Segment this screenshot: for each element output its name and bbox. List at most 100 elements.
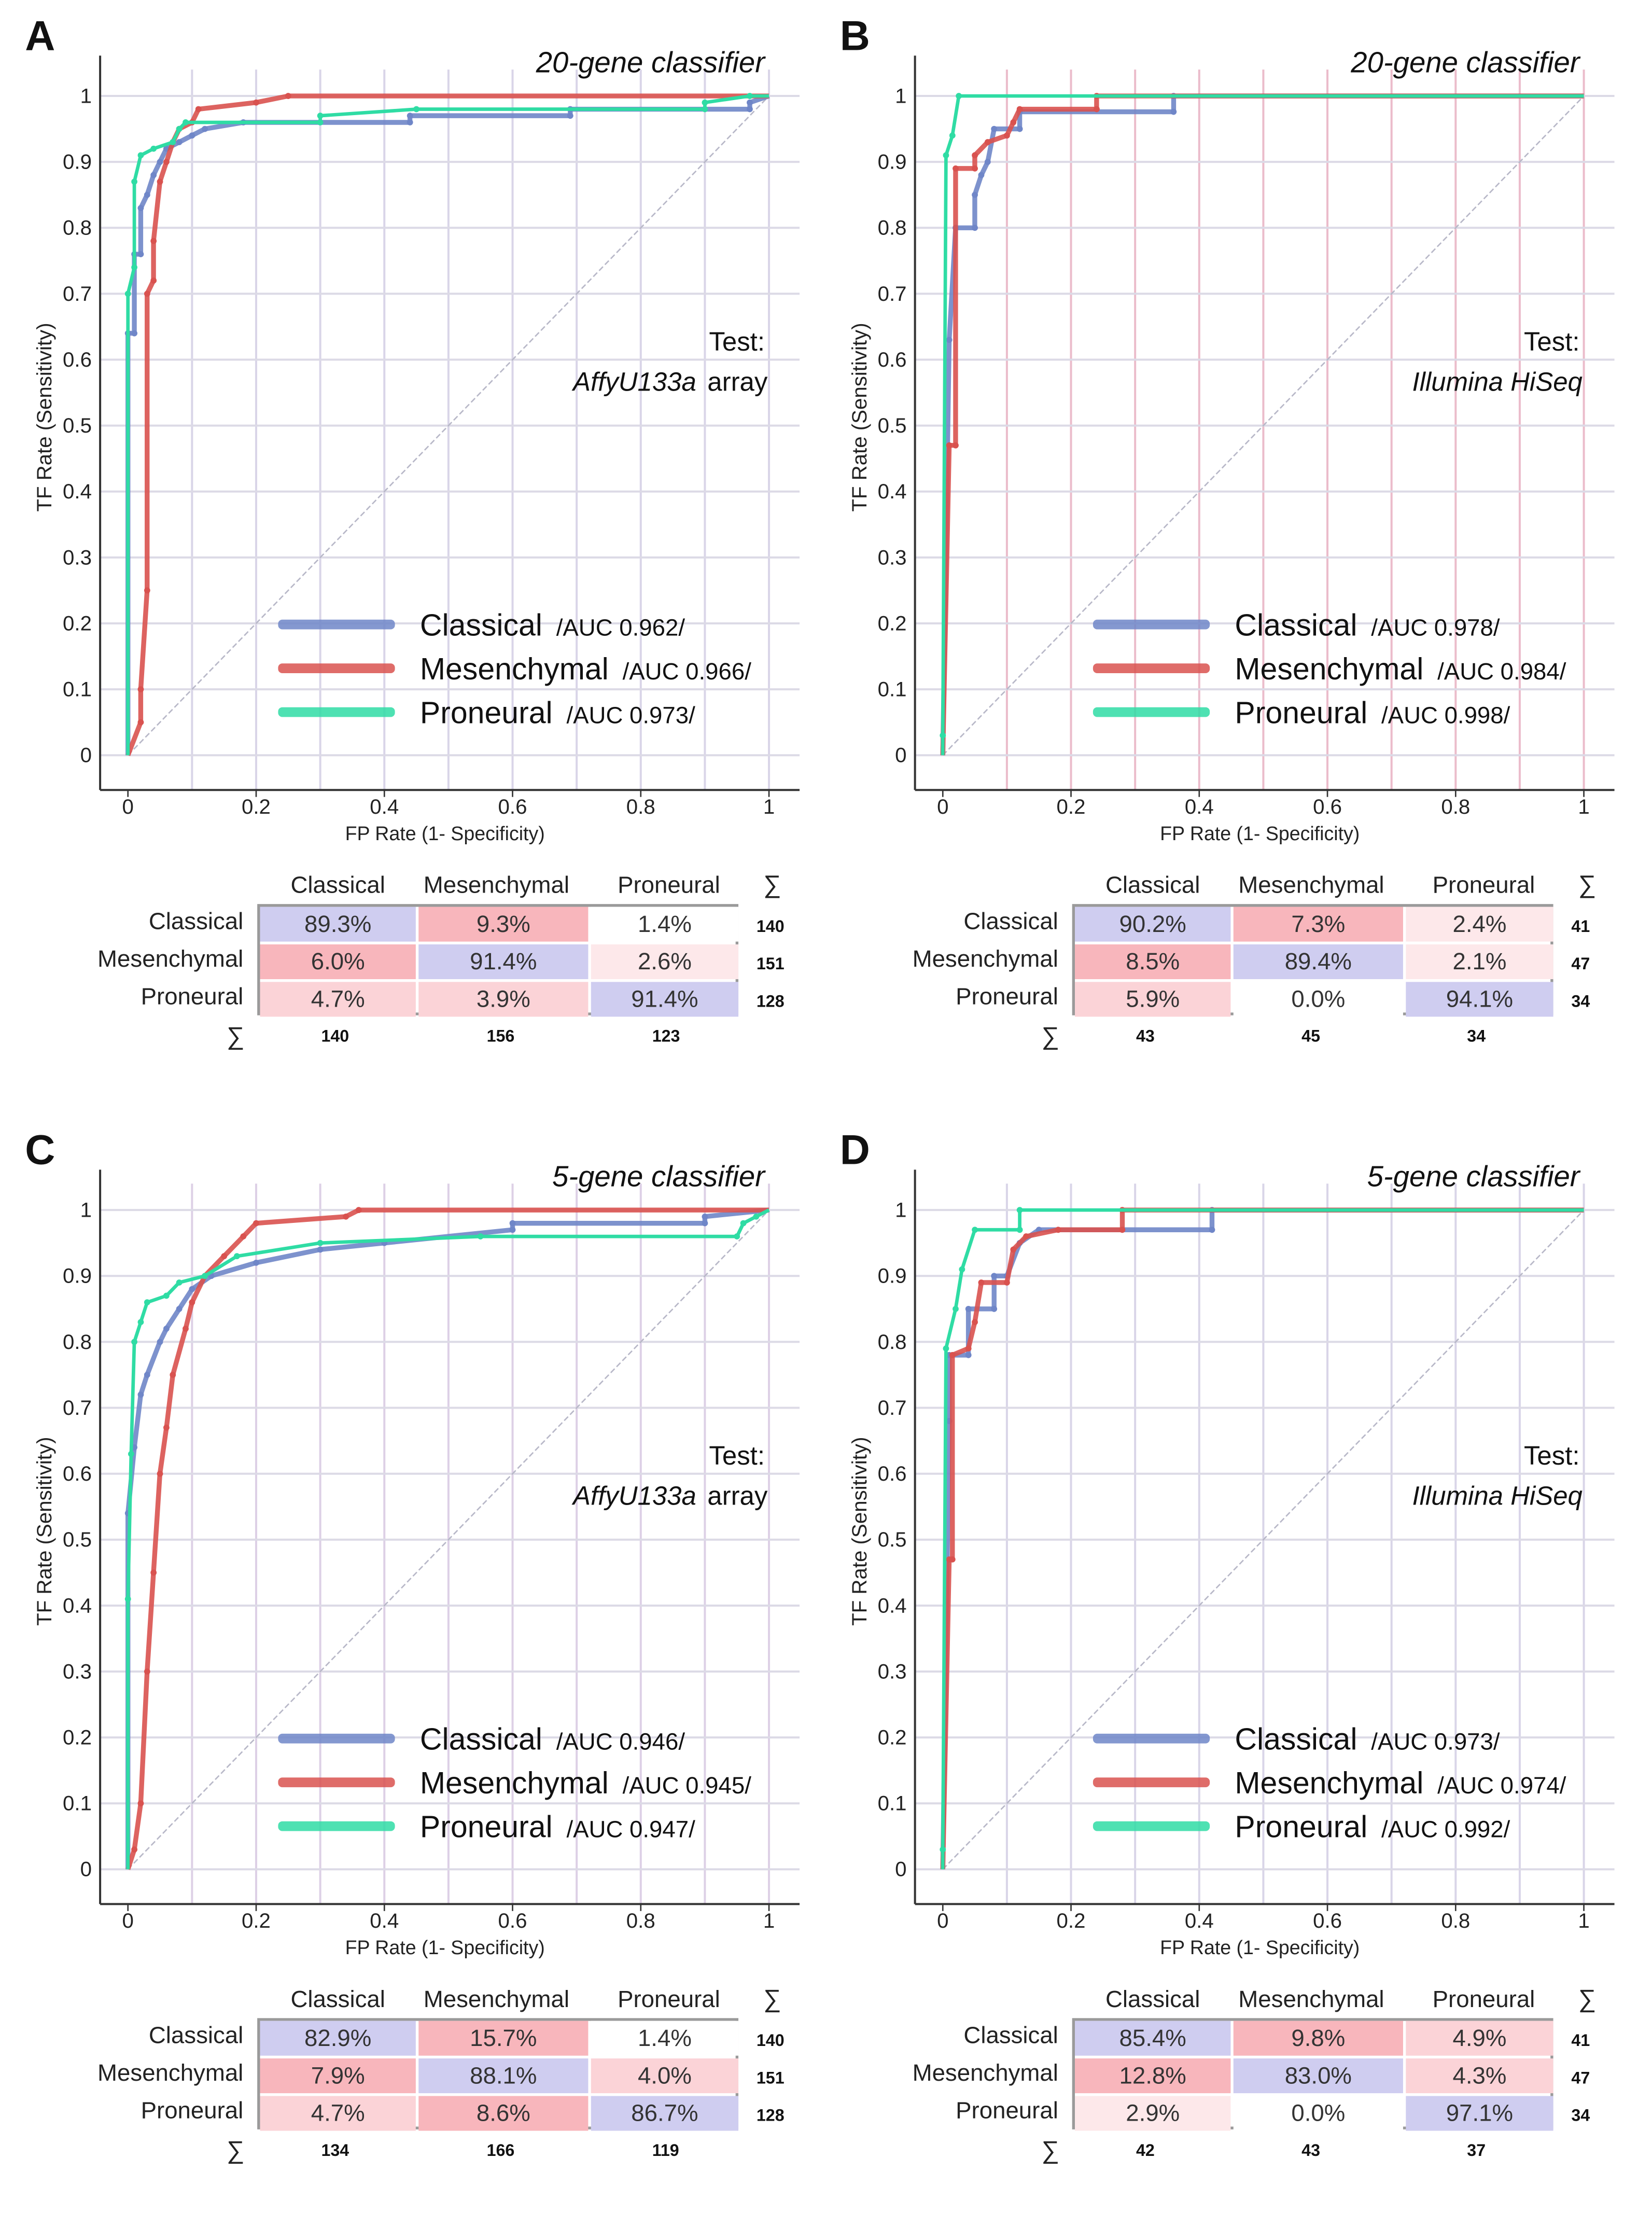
x-tick-label: 0.2 — [242, 1909, 271, 1932]
y-tick-label: 0.9 — [63, 1264, 92, 1288]
x-axis-title: FP Rate (1- Specificity) — [345, 1937, 545, 1958]
y-tick-label: 0.4 — [63, 480, 92, 503]
chance-diagonal — [127, 1209, 769, 1870]
sum-symbol: ∑ — [763, 1984, 781, 2013]
x-tick-label: 0.6 — [498, 795, 527, 818]
table-row-label: Mesenchymal — [97, 2059, 244, 2086]
legend-entry-mesenchymal: Mesenchymal/AUC 0.984/ — [1235, 652, 1566, 686]
y-tick-label: 0.7 — [878, 1396, 907, 1419]
classifier-title: 20-gene classifier — [536, 46, 766, 78]
roc-point-mesenchymal — [144, 290, 150, 297]
roc-curve-mesenchymal — [125, 93, 769, 756]
confusion-cell: 85.4% — [1075, 2021, 1231, 2056]
legend-entry-mesenchymal: Mesenchymal/AUC 0.966/ — [420, 652, 751, 686]
test-label: Test: — [1524, 1441, 1580, 1470]
legend-name: Mesenchymal — [420, 1766, 609, 1800]
legend-name: Mesenchymal — [420, 652, 609, 686]
row-sum: 140 — [756, 916, 785, 936]
roc-point-mesenchymal — [1055, 1227, 1061, 1233]
legend-swatch-mesenchymal — [1093, 663, 1210, 673]
legend-name: Proneural — [1235, 696, 1367, 730]
column-sum: 140 — [321, 1026, 349, 1046]
roc-plot: 0 0.1 0.2 0.3 0.4 0.5 0.6 0.7 0.8 0.9 1 0 0.2 0.4 0.6 0… — [33, 1160, 800, 1958]
legend-name: Mesenchymal — [1235, 1766, 1423, 1800]
confusion-cell: 90.2% — [1075, 907, 1231, 942]
x-tick-label: 0.4 — [370, 1909, 399, 1932]
roc-point-classical — [1209, 1227, 1215, 1233]
roc-point-mesenchymal — [157, 1470, 163, 1477]
legend-swatch-proneural — [1093, 1821, 1210, 1831]
roc-point-mesenchymal — [137, 1800, 144, 1807]
chance-diagonal — [127, 95, 769, 756]
legend-name: Classical — [420, 608, 542, 643]
column-sum: 43 — [1301, 2140, 1320, 2160]
roc-panel-a: A 0 0.1 0.2 0.3 0.4 0.5 0.6 0.7 0.8 0.9 1 0 0.2 0.4 0.6… — [0, 0, 826, 1114]
confusion-cell: 97.1% — [1406, 2096, 1553, 2131]
table-column-header: Classical — [290, 1986, 385, 2013]
x-tick-label: 0.4 — [1185, 795, 1214, 818]
panel-label: D — [839, 1127, 870, 1174]
table-column-header: Mesenchymal — [1238, 1986, 1384, 2013]
roc-point-mesenchymal — [150, 238, 157, 244]
roc-point-proneural — [940, 1846, 946, 1853]
table-row-label: Classical — [148, 908, 244, 935]
confusion-cell: 1.4% — [591, 907, 739, 942]
roc-point-proneural — [943, 1345, 949, 1352]
roc-curve-proneural — [126, 94, 769, 756]
x-axis-title: FP Rate (1- Specificity) — [1160, 823, 1360, 844]
test-platform-text: AffyU133a array — [571, 367, 768, 397]
column-sum: 42 — [1136, 2140, 1155, 2160]
roc-point-proneural — [124, 290, 131, 297]
y-tick-label: 0 — [80, 1858, 92, 1881]
y-tick-label: 0.9 — [878, 1264, 907, 1288]
confusion-cell: 4.0% — [591, 2058, 739, 2094]
roc-point-proneural — [747, 93, 753, 99]
roc-point-mesenchymal — [137, 686, 144, 692]
confusion-cell: 91.4% — [418, 944, 589, 979]
roc-point-classical — [991, 126, 998, 132]
y-tick-label: 0.6 — [63, 348, 92, 371]
y-tick-label: 0 — [895, 744, 906, 767]
x-tick-label: 0.8 — [1441, 1909, 1470, 1932]
row-sum: 34 — [1571, 2106, 1590, 2125]
roc-point-proneural — [317, 113, 324, 119]
x-tick-label: 0 — [122, 795, 134, 818]
y-tick-label: 0.4 — [878, 1594, 907, 1617]
y-tick-label: 0.3 — [878, 546, 907, 569]
y-tick-label: 0.2 — [878, 611, 907, 635]
test-platform-suffix: array — [707, 367, 768, 397]
confusion-cell: 6.0% — [260, 944, 416, 979]
legend-entry-classical: Classical/AUC 0.962/ — [420, 608, 685, 643]
roc-point-mesenchymal — [150, 277, 157, 284]
roc-point-proneural — [124, 1596, 131, 1603]
y-tick-label: 0.1 — [63, 1792, 92, 1815]
y-tick-label: 0.3 — [63, 546, 92, 569]
row-sum: 47 — [1571, 2068, 1590, 2088]
roc-point-mesenchymal — [240, 1233, 247, 1240]
y-tick-label: 0.5 — [878, 1528, 907, 1551]
table-row-label: Mesenchymal — [912, 2059, 1058, 2086]
roc-point-mesenchymal — [131, 1846, 137, 1853]
legend-auc: /AUC 0.974/ — [1437, 1772, 1566, 1799]
roc-point-mesenchymal — [1010, 1246, 1017, 1253]
confusion-cell: 7.3% — [1233, 907, 1403, 942]
test-platform-text: Illumina HiSeq — [1412, 1481, 1582, 1511]
y-tick-label: 0.6 — [878, 1462, 907, 1485]
y-tick-label: 1 — [895, 1199, 906, 1222]
legend-auc: /AUC 0.973/ — [1371, 1729, 1500, 1755]
table-column-header: Proneural — [618, 872, 720, 899]
legend-auc: /AUC 0.973/ — [566, 702, 695, 729]
x-tick-label: 0.4 — [370, 795, 399, 818]
y-tick-label: 0.9 — [878, 150, 907, 174]
roc-point-classical — [972, 191, 978, 198]
roc-point-mesenchymal — [953, 442, 959, 449]
roc-point-proneural — [131, 264, 137, 271]
test-platform: Illumina HiSeq — [1412, 1481, 1582, 1511]
row-sum: 140 — [756, 2030, 785, 2050]
table-column-header: Proneural — [1432, 872, 1535, 899]
roc-curve-proneural — [941, 94, 1584, 756]
y-tick-label: 0.6 — [878, 348, 907, 371]
roc-point-proneural — [702, 106, 708, 113]
confusion-cell: 4.7% — [260, 982, 416, 1017]
panel-label: B — [839, 13, 870, 60]
